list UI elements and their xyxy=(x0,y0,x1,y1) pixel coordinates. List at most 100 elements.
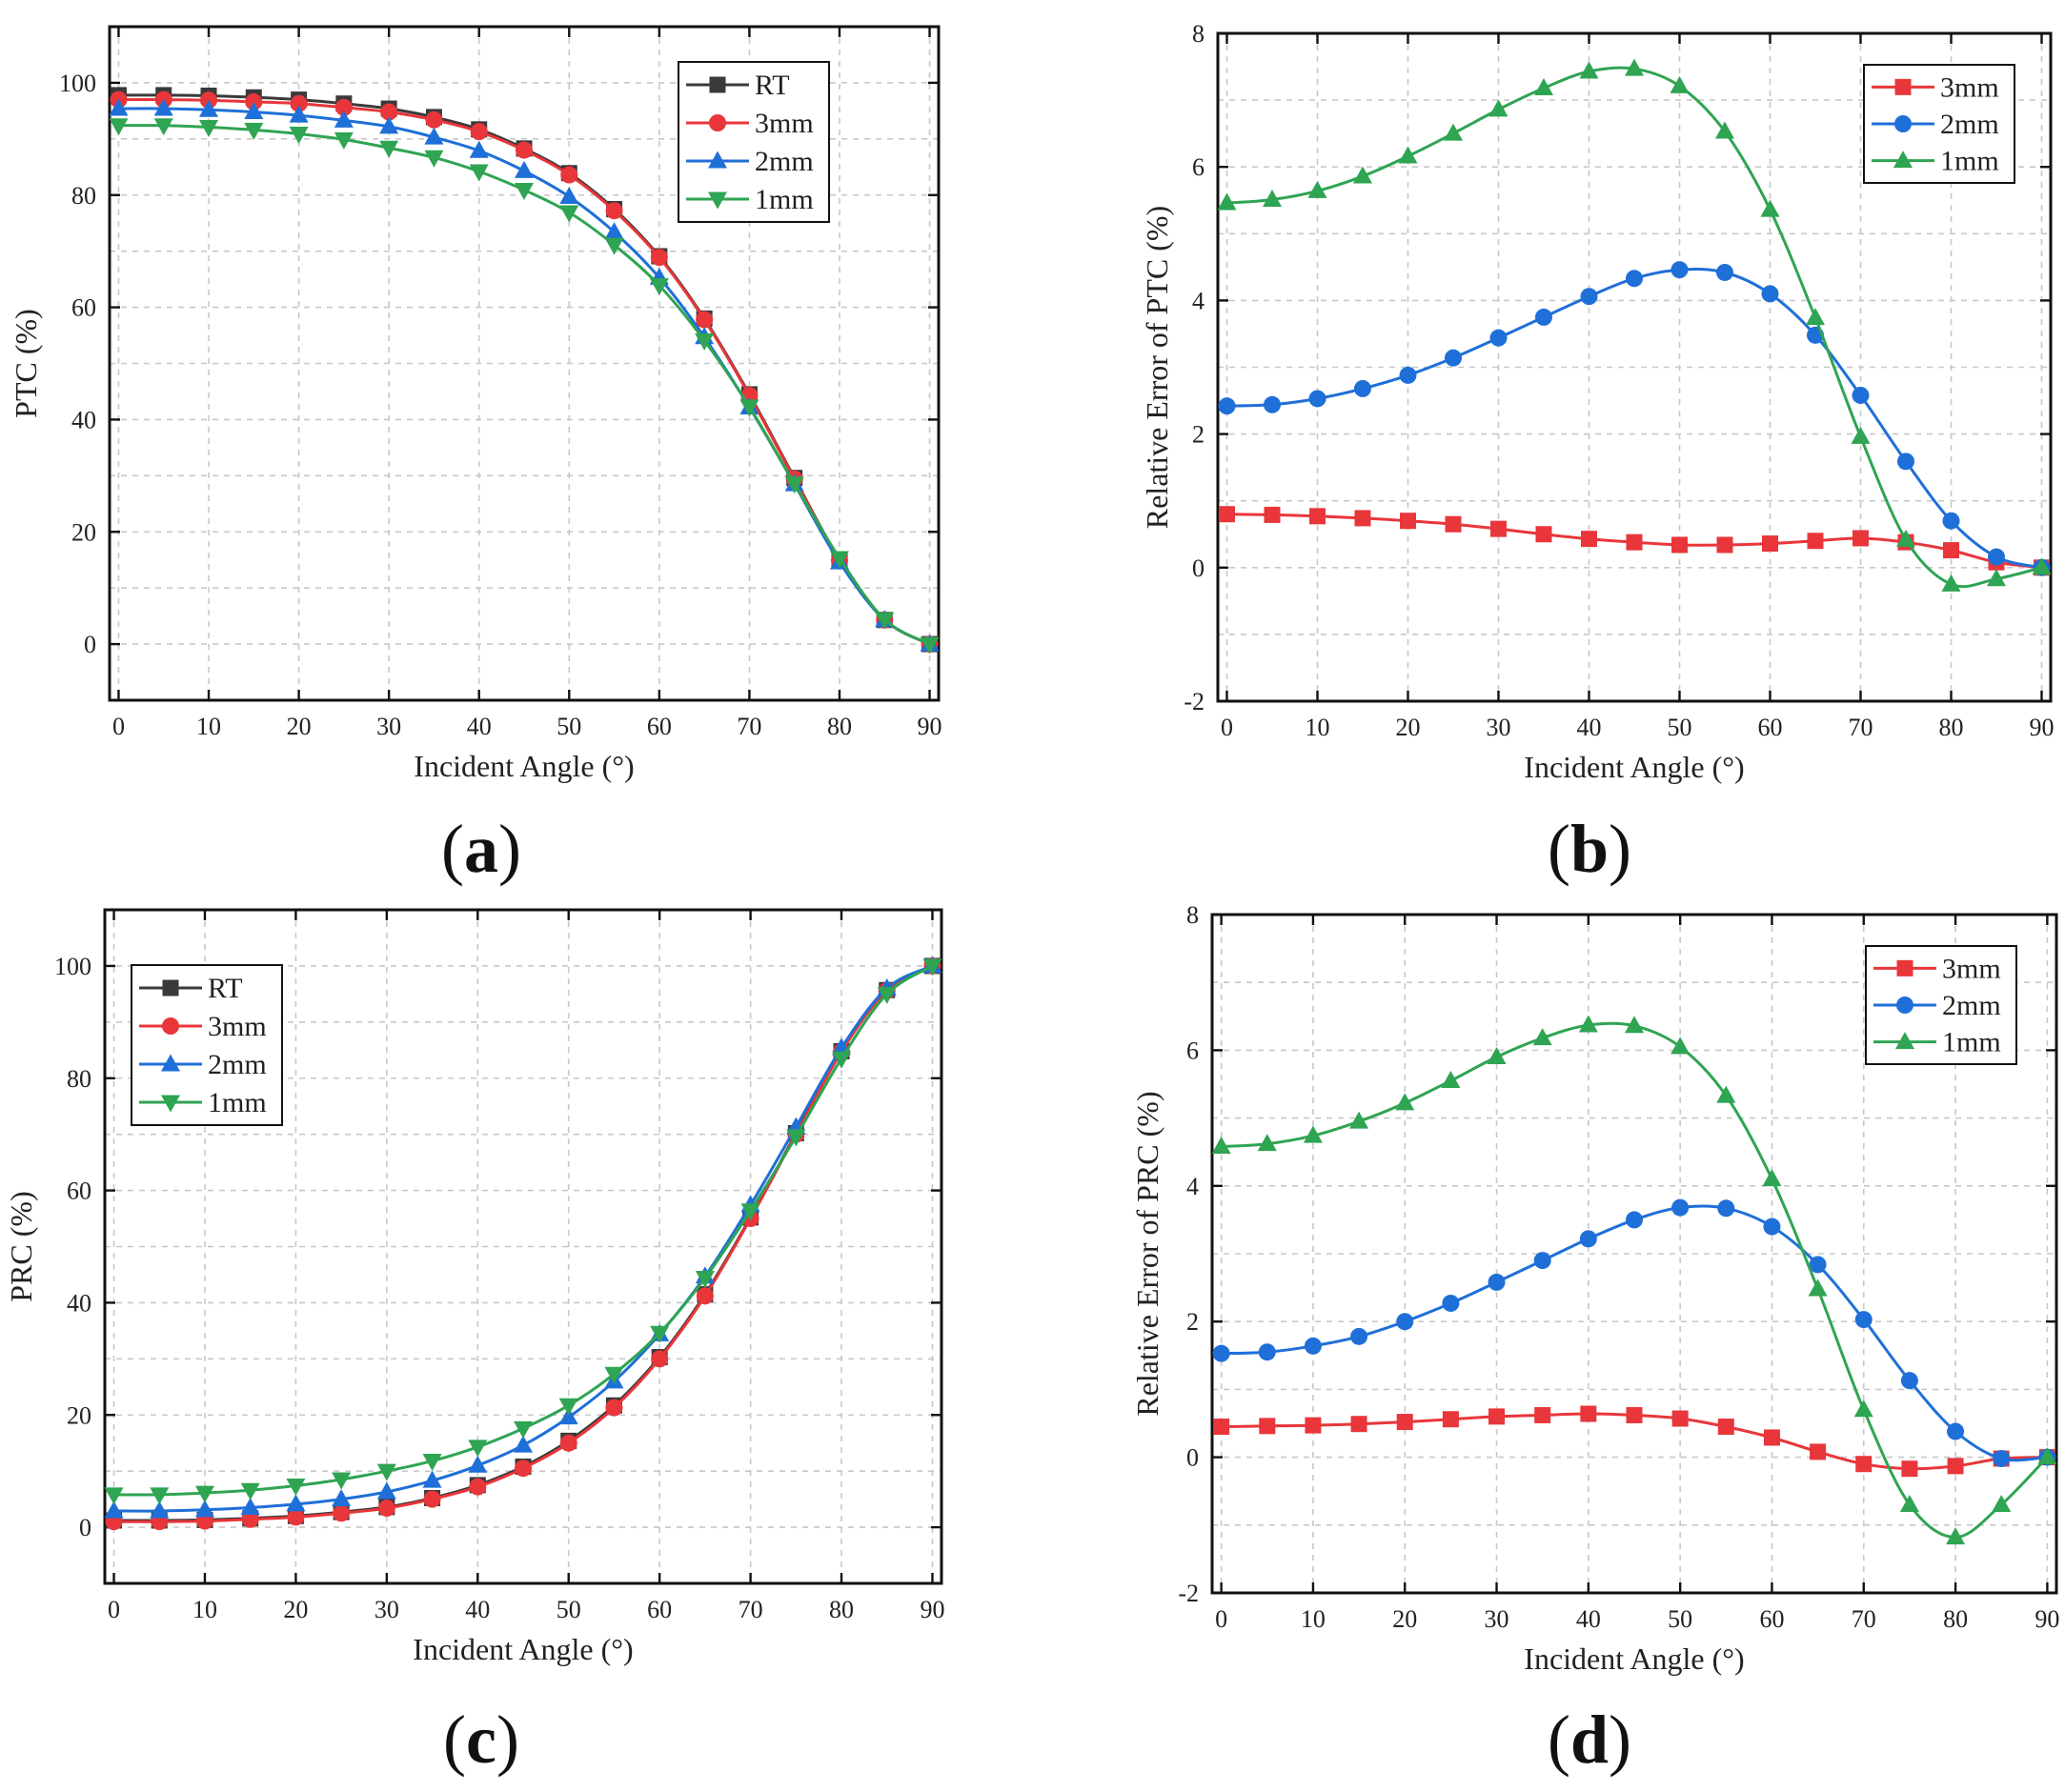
series-line-1mm xyxy=(1221,1021,2049,1540)
panel-label-b: (b) xyxy=(1548,811,1631,887)
data-point-1mm-30 xyxy=(379,140,399,158)
data-point-1mm-90 xyxy=(2032,557,2052,575)
x-tick-label: 80 xyxy=(829,1596,854,1623)
data-point-1mm-20 xyxy=(1395,1093,1415,1111)
data-point-3mm-35 xyxy=(1535,526,1552,543)
data-point-3mm-35 xyxy=(423,1490,441,1508)
x-axis-title: Incident Angle (°) xyxy=(1524,1641,1744,1676)
x-axis-title: Incident Angle (°) xyxy=(414,749,634,783)
data-point-1mm-35 xyxy=(1532,1028,1552,1046)
data-point-3mm-30 xyxy=(1488,1408,1506,1425)
data-point-3mm-70 xyxy=(1855,1456,1873,1473)
data-point-1mm-30 xyxy=(376,1463,396,1481)
data-point-2mm-45 xyxy=(1626,270,1643,288)
data-point-1mm-30 xyxy=(1488,99,1508,117)
data-point-3mm-50 xyxy=(1671,1410,1689,1427)
data-point-2mm-25 xyxy=(1445,349,1462,367)
data-point-1mm-0 xyxy=(109,118,129,136)
y-tick-label: 60 xyxy=(67,1178,91,1205)
plot-frame-a xyxy=(108,25,941,702)
data-point-1mm-5 xyxy=(1257,1134,1277,1152)
data-point-1mm-65 xyxy=(695,332,715,351)
y-tick-label: -2 xyxy=(1184,688,1205,715)
x-tick-label: 40 xyxy=(465,1596,490,1623)
data-point-1mm-25 xyxy=(332,1472,352,1490)
legend-label-1mm: 1mm xyxy=(1942,1027,2001,1058)
data-point-3mm-45 xyxy=(1626,534,1643,551)
y-tick-label: 8 xyxy=(1192,20,1205,48)
data-point-1mm-50 xyxy=(1670,75,1690,93)
x-tick-label: 60 xyxy=(1758,714,1783,741)
data-point-1mm-80 xyxy=(1946,1527,1966,1545)
series-3mm xyxy=(1213,1405,2055,1478)
x-tick-label: 80 xyxy=(1943,1605,1968,1633)
data-point-1mm-80 xyxy=(1941,574,1961,592)
y-tick-label: 40 xyxy=(71,406,96,433)
data-point-1mm-60 xyxy=(649,278,669,296)
data-point-3mm-25 xyxy=(334,98,353,116)
data-point-2mm-25 xyxy=(332,1489,352,1507)
data-point-2mm-5 xyxy=(1258,1343,1276,1361)
series-line-2mm xyxy=(1226,267,2042,570)
data-point-1mm-70 xyxy=(740,1203,760,1221)
data-point-2mm-5 xyxy=(1264,395,1281,413)
data-point-2mm-40 xyxy=(1579,1230,1597,1248)
data-point-1mm-55 xyxy=(604,1366,624,1384)
series-2mm xyxy=(1218,261,2051,576)
legend-marker-1mm xyxy=(1895,1032,1914,1050)
data-point-1mm-40 xyxy=(1578,1015,1598,1033)
data-point-2mm-10 xyxy=(199,99,219,117)
data-point-1mm-90 xyxy=(922,958,942,977)
legend-label-2mm: 2mm xyxy=(755,146,814,177)
y-tick-label: 100 xyxy=(59,70,96,97)
data-point-1mm-65 xyxy=(1806,308,1825,326)
series-1mm xyxy=(1211,1015,2057,1545)
x-tick-label: 0 xyxy=(1215,1605,1227,1633)
data-point-2mm-55 xyxy=(1716,263,1733,281)
y-tick-label: 40 xyxy=(67,1289,91,1317)
data-point-3mm-35 xyxy=(1534,1406,1551,1423)
data-point-3mm-40 xyxy=(1580,1405,1597,1422)
data-point-2mm-35 xyxy=(1533,1252,1551,1270)
legend-marker-3mm xyxy=(162,1017,179,1035)
series-1mm xyxy=(104,958,942,1505)
x-tick-label: 0 xyxy=(108,1596,120,1623)
data-point-2mm-75 xyxy=(1900,1372,1918,1390)
y-tick-label: 0 xyxy=(1186,1444,1199,1472)
legend-label-2mm: 2mm xyxy=(208,1049,267,1080)
data-point-2mm-20 xyxy=(286,1494,306,1512)
x-tick-label: 50 xyxy=(557,1596,581,1623)
data-point-2mm-0 xyxy=(109,98,129,116)
legend-box xyxy=(131,964,283,1126)
x-tick-label: 40 xyxy=(1577,714,1602,741)
data-point-2mm-50 xyxy=(559,187,579,205)
y-tick-label: 80 xyxy=(71,182,96,210)
x-tick-label: 30 xyxy=(375,1596,399,1623)
y-axis-title: PTC (%) xyxy=(9,309,43,418)
data-point-2mm-15 xyxy=(1354,379,1371,397)
panel-label-b-letter: b xyxy=(1570,811,1609,887)
data-point-2mm-35 xyxy=(422,1470,442,1488)
y-tick-label: 20 xyxy=(71,518,96,546)
data-point-2mm-50 xyxy=(1671,1198,1690,1217)
data-point-1mm-55 xyxy=(604,237,624,255)
legend-c: RT 3mm 2mm 1mm xyxy=(131,964,283,1126)
data-point-3mm-80 xyxy=(1943,542,1959,559)
data-point-3mm-15 xyxy=(1350,1416,1367,1433)
x-tick-label: 70 xyxy=(1849,714,1873,741)
data-point-2mm-60 xyxy=(1761,285,1779,303)
data-point-3mm-50 xyxy=(559,1434,577,1452)
y-tick-label: 0 xyxy=(84,631,96,658)
x-tick-label: 20 xyxy=(283,1596,308,1623)
x-tick-label: 50 xyxy=(1668,714,1692,741)
y-tick-label: 4 xyxy=(1192,287,1205,314)
data-point-3mm-15 xyxy=(241,1510,259,1528)
x-tick-label: 30 xyxy=(1487,714,1511,741)
legend-marker-3mm xyxy=(1896,959,1913,977)
data-point-1mm-75 xyxy=(1899,1494,1919,1512)
legend-label-1mm: 1mm xyxy=(1940,146,1999,177)
panel-c: 0 10 20 30 40 50 60 70 80 90 0 20 40 60 80 100 Incident … xyxy=(4,908,944,1666)
data-point-2mm-70 xyxy=(1852,386,1870,404)
x-tick-label: 40 xyxy=(467,713,492,740)
x-tick-label: 40 xyxy=(1576,1605,1601,1633)
